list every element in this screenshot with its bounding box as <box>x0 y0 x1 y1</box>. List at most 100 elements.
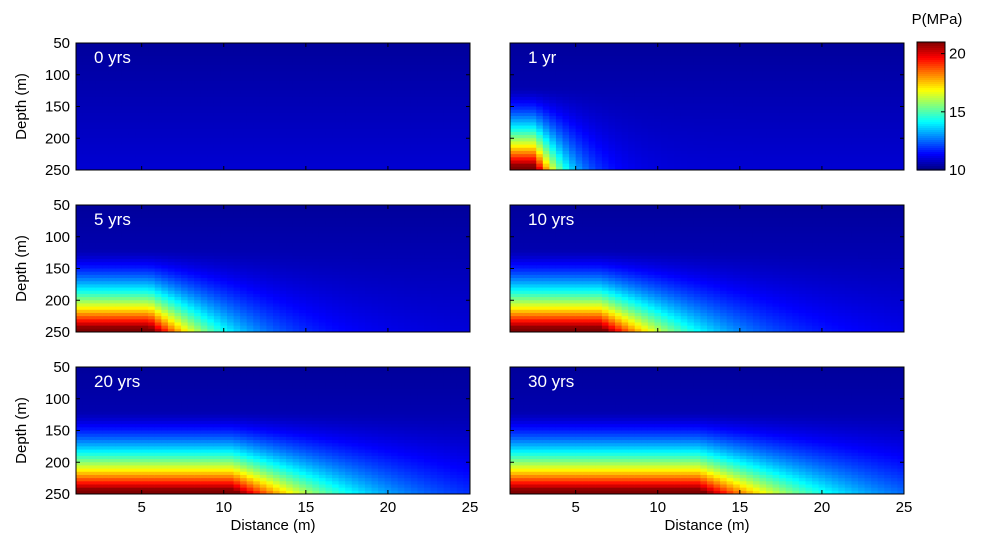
heat-cell <box>443 103 451 108</box>
heat-cell <box>792 71 800 76</box>
heat-cell <box>884 65 892 69</box>
heat-cell <box>844 112 853 117</box>
heat-cell <box>707 122 715 127</box>
heat-cell <box>884 52 892 57</box>
heat-cell <box>792 135 800 139</box>
heat-cell <box>312 157 320 162</box>
heat-cell <box>805 96 813 101</box>
heat-cell <box>227 106 235 111</box>
heat-cell <box>890 147 899 152</box>
heat-cell <box>818 135 826 139</box>
heat-cell <box>838 43 846 47</box>
heat-cell <box>181 150 189 155</box>
heat-cell <box>575 160 583 165</box>
heat-cell <box>410 55 419 60</box>
heat-cell <box>450 138 458 143</box>
heat-cell <box>338 93 346 98</box>
heat-cell <box>338 74 346 79</box>
heat-cell <box>174 71 182 76</box>
heat-cell <box>838 84 846 89</box>
heat-cell <box>240 157 248 162</box>
heat-cell <box>661 106 669 111</box>
heat-cell <box>595 147 603 152</box>
heat-cell <box>259 96 268 101</box>
heat-cell <box>707 87 715 92</box>
heat-cell <box>615 74 623 79</box>
heat-cell <box>562 166 570 170</box>
heat-cell <box>582 68 590 73</box>
heat-cell <box>772 58 780 63</box>
heat-cell <box>792 43 800 47</box>
heat-cell <box>549 46 557 50</box>
heat-cell <box>351 90 359 95</box>
heat-cell <box>838 62 846 66</box>
heat-cell <box>693 147 702 152</box>
heat-cell <box>785 163 793 168</box>
heat-cell <box>187 122 195 127</box>
heat-cell <box>443 163 451 168</box>
heat-cell <box>246 62 254 66</box>
heat-cell <box>148 147 156 152</box>
heat-cell <box>266 109 274 114</box>
heat-cell <box>798 65 807 69</box>
heat-cell <box>220 49 228 54</box>
heat-cell <box>595 84 603 89</box>
heat-cell <box>95 135 103 139</box>
heat-cell <box>897 150 904 155</box>
heat-cell <box>805 90 813 95</box>
heat-cell <box>292 144 300 149</box>
heat-cell <box>194 90 202 95</box>
heat-cell <box>89 214 97 219</box>
heat-cell <box>220 109 228 114</box>
heat-cell <box>726 125 734 130</box>
heat-cell <box>772 84 780 89</box>
heat-cell <box>410 93 419 98</box>
heat-cell <box>759 157 767 162</box>
heat-cell <box>661 100 669 104</box>
heat-cell <box>713 138 721 143</box>
heat-cell <box>884 157 892 162</box>
heat-cell <box>95 163 103 168</box>
heat-cell <box>858 74 866 79</box>
heat-cell <box>220 68 228 73</box>
heat-cell <box>95 271 103 276</box>
heat-cell <box>575 147 583 152</box>
heat-cell <box>529 125 537 130</box>
heat-cell <box>562 131 570 136</box>
heat-cell <box>108 62 116 66</box>
heat-cell <box>654 65 662 69</box>
heat-cell <box>227 157 235 162</box>
heat-cell <box>95 246 103 251</box>
heat-cell <box>542 68 550 73</box>
heat-cell <box>279 52 287 57</box>
heat-cell <box>877 125 885 130</box>
heat-cell <box>102 150 110 155</box>
heat-cell <box>463 144 470 149</box>
heat-cell <box>890 166 899 170</box>
heat-cell <box>187 154 195 158</box>
heat-cell <box>246 77 254 82</box>
heat-cell <box>864 128 872 133</box>
heat-cell <box>746 103 754 108</box>
heat-cell <box>601 160 610 165</box>
panel-label: 0 yrs <box>94 48 131 67</box>
heat-cell <box>305 131 313 136</box>
heat-cell <box>141 157 149 162</box>
heat-cell <box>595 87 603 92</box>
heat-cell <box>345 144 353 149</box>
heat-cell <box>161 103 169 108</box>
heat-cell <box>76 306 84 311</box>
heat-cell <box>864 116 872 120</box>
heat-cell <box>286 90 294 95</box>
heat-cell <box>286 157 294 162</box>
heat-cell <box>246 150 254 155</box>
heat-cell <box>549 147 557 152</box>
heat-cell <box>450 150 458 155</box>
heat-cell <box>713 74 721 79</box>
heat-cell <box>351 49 359 54</box>
heat-cell <box>884 112 892 117</box>
heat-cell <box>628 116 636 120</box>
heat-cell <box>601 52 610 57</box>
heat-cell <box>864 71 872 76</box>
heat-cell <box>555 147 564 152</box>
